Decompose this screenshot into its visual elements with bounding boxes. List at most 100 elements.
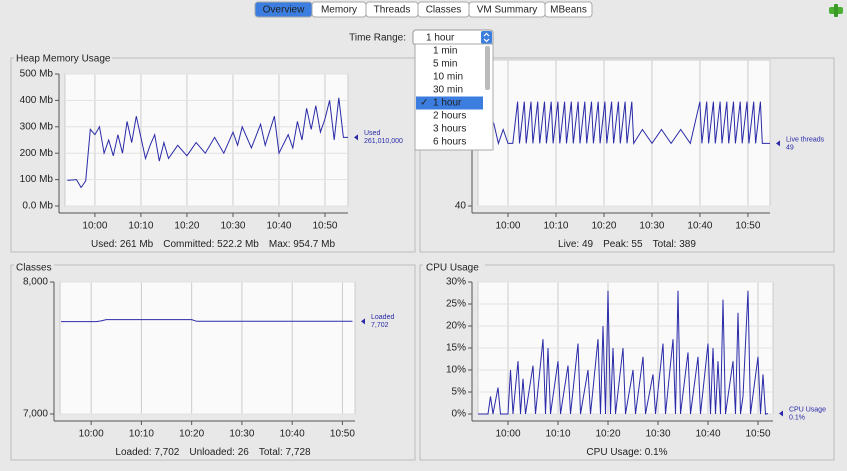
footer-item: Total: 389 [653, 239, 697, 250]
y-tick-label: 200 Mb [20, 148, 54, 159]
footer: Live: 49 Peak: 55 Total: 389 [558, 239, 696, 250]
panel-title: Heap Memory Usage [16, 54, 111, 65]
legend-value: 0.1% [789, 414, 805, 421]
x-tick-label: 10:40 [280, 429, 305, 440]
check-mark: ✓ [420, 98, 428, 109]
x-tick-label: 10:20 [179, 429, 204, 440]
panel [419, 57, 835, 253]
x-tick-label: 10:30 [639, 221, 664, 232]
combo-arrow[interactable] [481, 31, 492, 44]
panel [419, 264, 835, 461]
x-tick-label: 10:50 [330, 429, 355, 440]
x-tick-label: 10:10 [543, 221, 568, 232]
y-tick-label: 25% [446, 299, 466, 310]
menu-option[interactable]: 5 min [433, 59, 457, 70]
footer-item: Committed: 522.2 Mb [163, 239, 259, 250]
y-tick-label: 40 [455, 201, 467, 212]
y-tick-label: 0.0 Mb [22, 201, 53, 212]
legend-value: 7,702 [371, 322, 389, 329]
menu-option[interactable]: 1 min [433, 46, 457, 57]
menu-option[interactable]: 10 min [433, 72, 463, 83]
footer-item: Total: 7,728 [259, 447, 311, 458]
x-tick-label: 10:30 [220, 221, 245, 232]
y-tick-label: 100 Mb [20, 174, 54, 185]
legend-marker [354, 134, 358, 141]
menu-option[interactable]: 1 hour [433, 98, 462, 109]
footer-item: Max: 954.7 Mb [269, 239, 336, 250]
data-line [67, 97, 348, 189]
panels: Heap Memory Usage Classes CPU Usage [10, 54, 835, 461]
plot-area [64, 73, 349, 207]
legend-value: 261,010,000 [364, 138, 403, 145]
time-range-menu: 1 min 5 min 10 min 30 min ✓ 1 hour 2 hours 3 ho… [414, 43, 494, 151]
x-tick-label: 10:40 [695, 429, 720, 440]
legend-value: 49 [786, 144, 794, 151]
x-tick-label: 10:20 [591, 221, 616, 232]
y-tick-label: 20% [446, 321, 466, 332]
footer-item: Used: 261 Mb [91, 239, 154, 250]
legend-marker [779, 410, 783, 417]
footer-item: Loaded: 7,702 [115, 447, 179, 458]
menu-highlight [416, 96, 483, 110]
x-tick-label: 10:30 [229, 429, 254, 440]
x-tick-label: 10:20 [595, 429, 620, 440]
x-tick-label: 10:00 [82, 221, 107, 232]
legend-name: Used [364, 130, 380, 137]
footer-item: CPU Usage: 0.1% [586, 447, 667, 458]
menu-option[interactable]: 2 hours [433, 111, 466, 122]
footer: Loaded: 7,702 Unloaded: 26 Total: 7,728 [115, 447, 311, 458]
footer-item: Live: 49 [558, 239, 593, 250]
y-tick-label: 500 Mb [20, 69, 54, 80]
x-tick-label: 10:10 [129, 429, 154, 440]
x-tick-label: 10:00 [495, 221, 520, 232]
tab-bar: Overview Memory Threads Classes VM Summary MB… [254, 1, 593, 18]
legend-marker [776, 140, 780, 147]
legend-name: CPU Usage [789, 406, 826, 413]
x-tick-label: 10:20 [174, 221, 199, 232]
y-tick-label: 7,000 [23, 409, 48, 420]
y-tick-label: 30% [446, 277, 466, 288]
x-tick-label: 10:00 [495, 429, 520, 440]
time-range-combo[interactable]: 1 hour [412, 29, 494, 46]
legend-name: Live threads [786, 136, 825, 143]
tab[interactable] [544, 1, 593, 18]
y-tick-label: 10% [446, 365, 466, 376]
footer-item: Unloaded: 26 [189, 447, 249, 458]
tab-label[interactable]: Threads [374, 5, 411, 16]
y-tick-label: 8,000 [23, 277, 48, 288]
menu-option[interactable]: 30 min [433, 85, 463, 96]
tab-label[interactable]: MBeans [550, 5, 587, 16]
plot-area [59, 281, 356, 415]
menu-option[interactable]: 3 hours [433, 124, 466, 135]
x-tick-label: 10:10 [128, 221, 153, 232]
x-tick-label: 10:50 [312, 221, 337, 232]
x-tick-label: 10:00 [79, 429, 104, 440]
x-tick-label: 10:30 [645, 429, 670, 440]
x-tick-label: 10:40 [687, 221, 712, 232]
x-tick-label: 10:50 [745, 429, 770, 440]
y-tick-label: 400 Mb [20, 95, 54, 106]
connection-icon [829, 4, 843, 17]
tab-label[interactable]: Memory [321, 5, 357, 16]
footer: Used: 261 Mb Committed: 522.2 Mb Max: 954.… [91, 239, 335, 250]
data-line [478, 290, 769, 415]
tab-label[interactable]: Overview [263, 5, 305, 16]
panel-title: CPU Usage [426, 263, 479, 274]
footer: CPU Usage: 0.1% [586, 447, 667, 458]
y-tick-label: 5% [452, 387, 467, 398]
y-tick-label: 0% [452, 409, 467, 420]
menu-option[interactable]: 6 hours [433, 137, 466, 148]
y-tick-label: 15% [446, 343, 466, 354]
tab-label[interactable]: Classes [426, 5, 462, 16]
panel-title: Classes [16, 263, 52, 274]
x-tick-label: 10:40 [266, 221, 291, 232]
y-tick-label: 300 Mb [20, 121, 54, 132]
panel [10, 264, 416, 461]
tab-label[interactable]: VM Summary [477, 5, 538, 16]
legend-marker [361, 318, 365, 325]
x-tick-label: 10:50 [735, 221, 760, 232]
plot-area [477, 59, 771, 207]
charts: 10:00 10:10 10:20 10:30 10:40 10:50 0.0 Mb 100 … [20, 59, 826, 458]
